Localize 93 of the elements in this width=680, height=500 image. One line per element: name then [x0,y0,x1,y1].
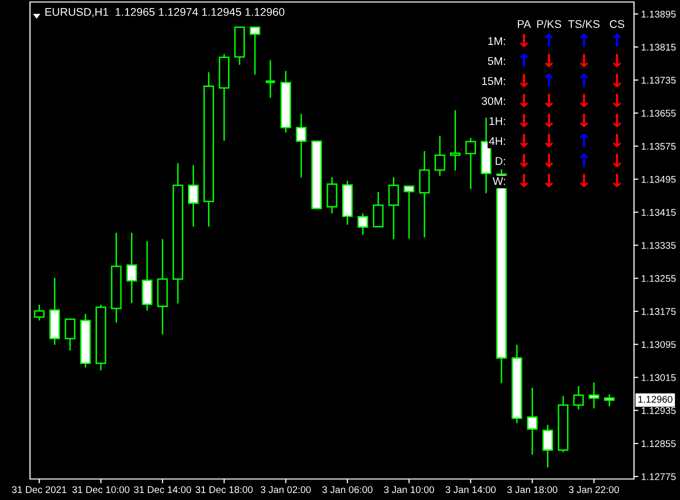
text: ↑ [580,154,588,167]
candlestick [419,150,430,238]
category-label: PA [518,20,531,28]
text: ↓ [544,54,554,68]
text: ↓ [612,94,622,108]
x-tick-label: 3 Jan 10:00 [384,486,434,494]
candlestick [358,212,368,236]
text: ↓ [520,174,528,188]
y-tick-label: 1.13735 [642,76,676,84]
candlestick [604,394,615,408]
text: ↑ [580,34,588,47]
y-tick-label: 1.13895 [642,10,676,18]
y-tick-label: 1.13335 [642,242,676,249]
candlestick [250,26,260,76]
text: ↓ [544,114,554,128]
x-tick-label: 3 Jan 06:00 [322,486,372,494]
y-tick-label: 1.13575 [642,142,676,150]
y-tick-label: 1.13495 [642,176,676,183]
candlestick [372,191,384,228]
category-label: TS/KS [568,20,600,28]
category-label: 15M: [482,77,505,85]
text: ↓ [580,174,588,188]
text: ↓ [612,54,622,68]
y-tick-label: 1.13255 [642,275,676,282]
y-tick-label: 1.13655 [642,110,676,117]
x-tick-label: 3 Jan 02:00 [260,486,311,494]
x-tick-label: 3 Jan 14:00 [446,486,496,494]
candlestick [588,382,600,410]
text: ↓ [612,114,622,128]
text: ↓ [520,134,528,148]
category-label: 5M: [488,57,505,65]
text: ↓ [544,174,554,188]
candlestick [142,240,152,312]
text: ↓ [580,94,588,108]
candlestick [264,60,276,99]
category-label: 1M: [488,37,505,45]
text: ↑ [580,74,588,87]
candlestick [404,185,414,240]
text: ↓ [544,134,554,148]
text: ↓ [612,74,622,88]
text: 1.12960 [638,396,672,403]
category-label: 4H: [488,137,505,145]
candlestick [296,113,306,178]
x-tick-label: 31 Dec 14:00 [134,486,192,494]
candlestick [388,176,399,240]
candlestick [34,304,45,322]
text: ↑ [612,34,622,47]
candlestick [326,176,338,214]
text: ↑ [544,74,554,87]
text: ↑ [520,54,528,67]
text: ↓ [544,94,554,108]
text: ↓ [612,134,622,148]
y-tick-label: 1.13175 [642,308,676,315]
y-tick-label: 1.13095 [642,341,676,348]
candlestick [465,137,476,190]
category-label: W: [492,177,505,185]
text: ↓ [580,114,588,128]
category-label: P/KS [537,20,562,28]
category-label: CS [610,20,624,28]
text: ↓ [520,74,528,88]
category-label: 1H: [490,117,505,125]
text: ↓ [580,54,588,68]
text: ↓ [520,154,528,168]
text: ↓ [520,94,528,108]
candlestick [450,110,461,172]
x-tick-label: 3 Jan 18:00 [507,486,558,494]
candlestick [434,135,446,177]
candlestick [573,385,584,410]
text: ↑ [580,134,588,147]
y-tick-label: 1.12855 [642,440,676,448]
category-label: 30M: [482,97,505,105]
y-tick-label: 1.12775 [642,473,676,480]
y-tick-label: 1.13815 [642,44,676,51]
x-tick-label: 3 Jan 22:00 [568,486,619,494]
text: ↓ [612,154,622,168]
candlestick [126,232,138,304]
text: ↓ [612,174,622,188]
y-tick-label: 1.13415 [642,208,676,216]
candlestick [526,387,538,456]
y-tick-label: 1.13015 [642,374,676,382]
text: ↓ [544,154,554,168]
x-tick-label: 31 Dec 10:00 [72,486,130,494]
x-tick-label: 31 Dec 18:00 [196,486,253,494]
x-tick-label: 31 Dec 2021 [12,486,66,494]
candlestick [542,424,554,468]
candlestick [64,318,76,352]
text: ↓ [520,114,528,128]
candlestick [188,164,199,228]
category-label: D: [496,157,505,165]
y-tick-label: 1.12935 [642,407,676,414]
text: ↑ [544,34,554,47]
text: ↓ [520,34,528,48]
chart-title: EURUSD,H1 1.12965 1.12974 1.12945 1.12960 [45,8,284,18]
